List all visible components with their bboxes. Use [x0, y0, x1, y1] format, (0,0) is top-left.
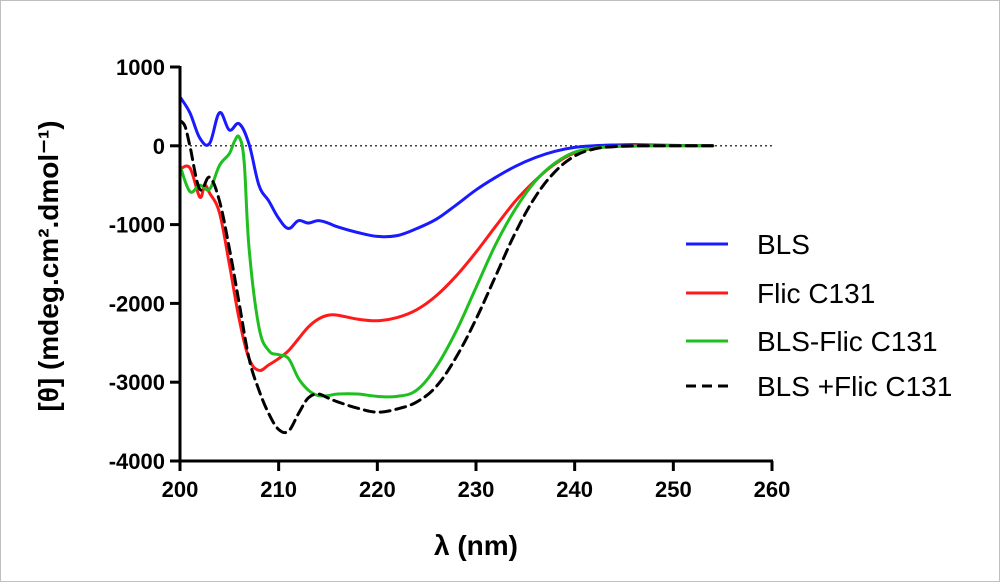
y-tick-label: -2000 [109, 291, 165, 316]
y-axis-title: [θ] (mdeg.cm².dmol⁻¹) [33, 120, 64, 411]
y-tick-label: 0 [153, 134, 165, 159]
x-tick-label: 240 [556, 477, 593, 502]
legend-label: Flic C131 [757, 278, 875, 309]
y-tick-label: -1000 [109, 213, 165, 238]
x-tick-label: 210 [260, 477, 297, 502]
x-tick-label: 220 [359, 477, 396, 502]
legend-item-bls: BLS [686, 229, 810, 260]
legend-item-bls-flic-c131: BLS-Flic C131 [686, 326, 938, 357]
x-tick-label: 200 [162, 477, 199, 502]
x-axis-title: λ (nm) [434, 530, 518, 561]
legend-item-flic-c131: Flic C131 [686, 278, 875, 309]
series-line-bls [180, 95, 715, 239]
y-tick-label: 1000 [116, 55, 165, 80]
series-line-bls-flic-c131 [180, 134, 715, 399]
series-line-bls-flic-c131 [180, 119, 715, 435]
legend-label: BLS +Flic C131 [757, 371, 952, 402]
legend-label: BLS-Flic C131 [757, 326, 938, 357]
x-tick-label: 230 [458, 477, 495, 502]
legend-label: BLS [757, 229, 810, 260]
x-tick-label: 250 [655, 477, 692, 502]
x-tick-label: 260 [754, 477, 791, 502]
legend-item-bls-flic-c131: BLS +Flic C131 [686, 371, 952, 402]
y-tick-label: -3000 [109, 370, 165, 395]
y-tick-label: -4000 [109, 449, 165, 474]
